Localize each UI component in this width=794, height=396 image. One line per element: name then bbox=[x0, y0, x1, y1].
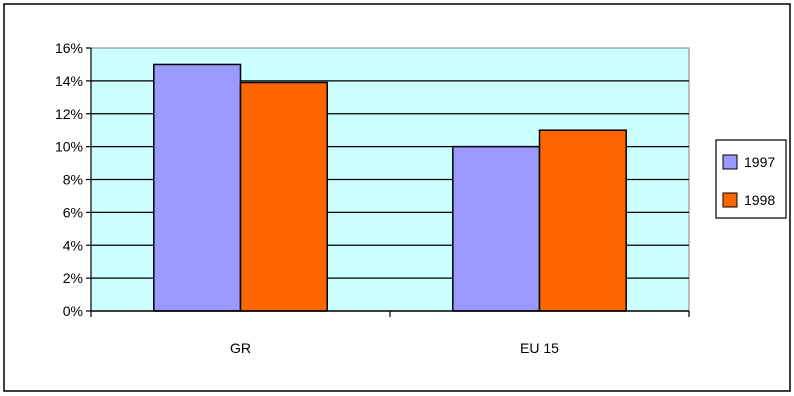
y-tick-label-6: 12% bbox=[55, 106, 83, 122]
y-tick-label-2: 4% bbox=[63, 237, 83, 253]
y-tick-label-1: 2% bbox=[63, 270, 83, 286]
y-tick-label-8: 16% bbox=[55, 40, 83, 56]
y-tick-label-5: 10% bbox=[55, 139, 83, 155]
y-tick-label-4: 8% bbox=[63, 172, 83, 188]
bar-1997-EU-15 bbox=[452, 145, 541, 312]
bars bbox=[153, 63, 627, 312]
bar-1998-EU-15 bbox=[538, 129, 627, 312]
bar-1998-GR bbox=[239, 81, 328, 312]
x-axis: GR EU 15 bbox=[90, 310, 690, 356]
legend-label-1997: 1997 bbox=[744, 154, 775, 170]
y-tick-label-3: 6% bbox=[63, 204, 83, 220]
x-tick-label-1: EU 15 bbox=[520, 340, 559, 356]
legend-swatch-1997 bbox=[722, 154, 738, 170]
y-tick-label-0: 0% bbox=[63, 303, 83, 319]
legend-label-1998: 1998 bbox=[744, 192, 775, 208]
y-tick-label-7: 14% bbox=[55, 73, 83, 89]
legend-swatch-1998 bbox=[722, 192, 738, 208]
legend: 1997 1998 bbox=[715, 139, 787, 219]
y-axis: 0% 2% 4% 6% 8% 10% 12% 14% 16% bbox=[55, 40, 92, 319]
bar-1997-GR bbox=[153, 63, 242, 312]
x-tick-label-0: GR bbox=[230, 340, 251, 356]
